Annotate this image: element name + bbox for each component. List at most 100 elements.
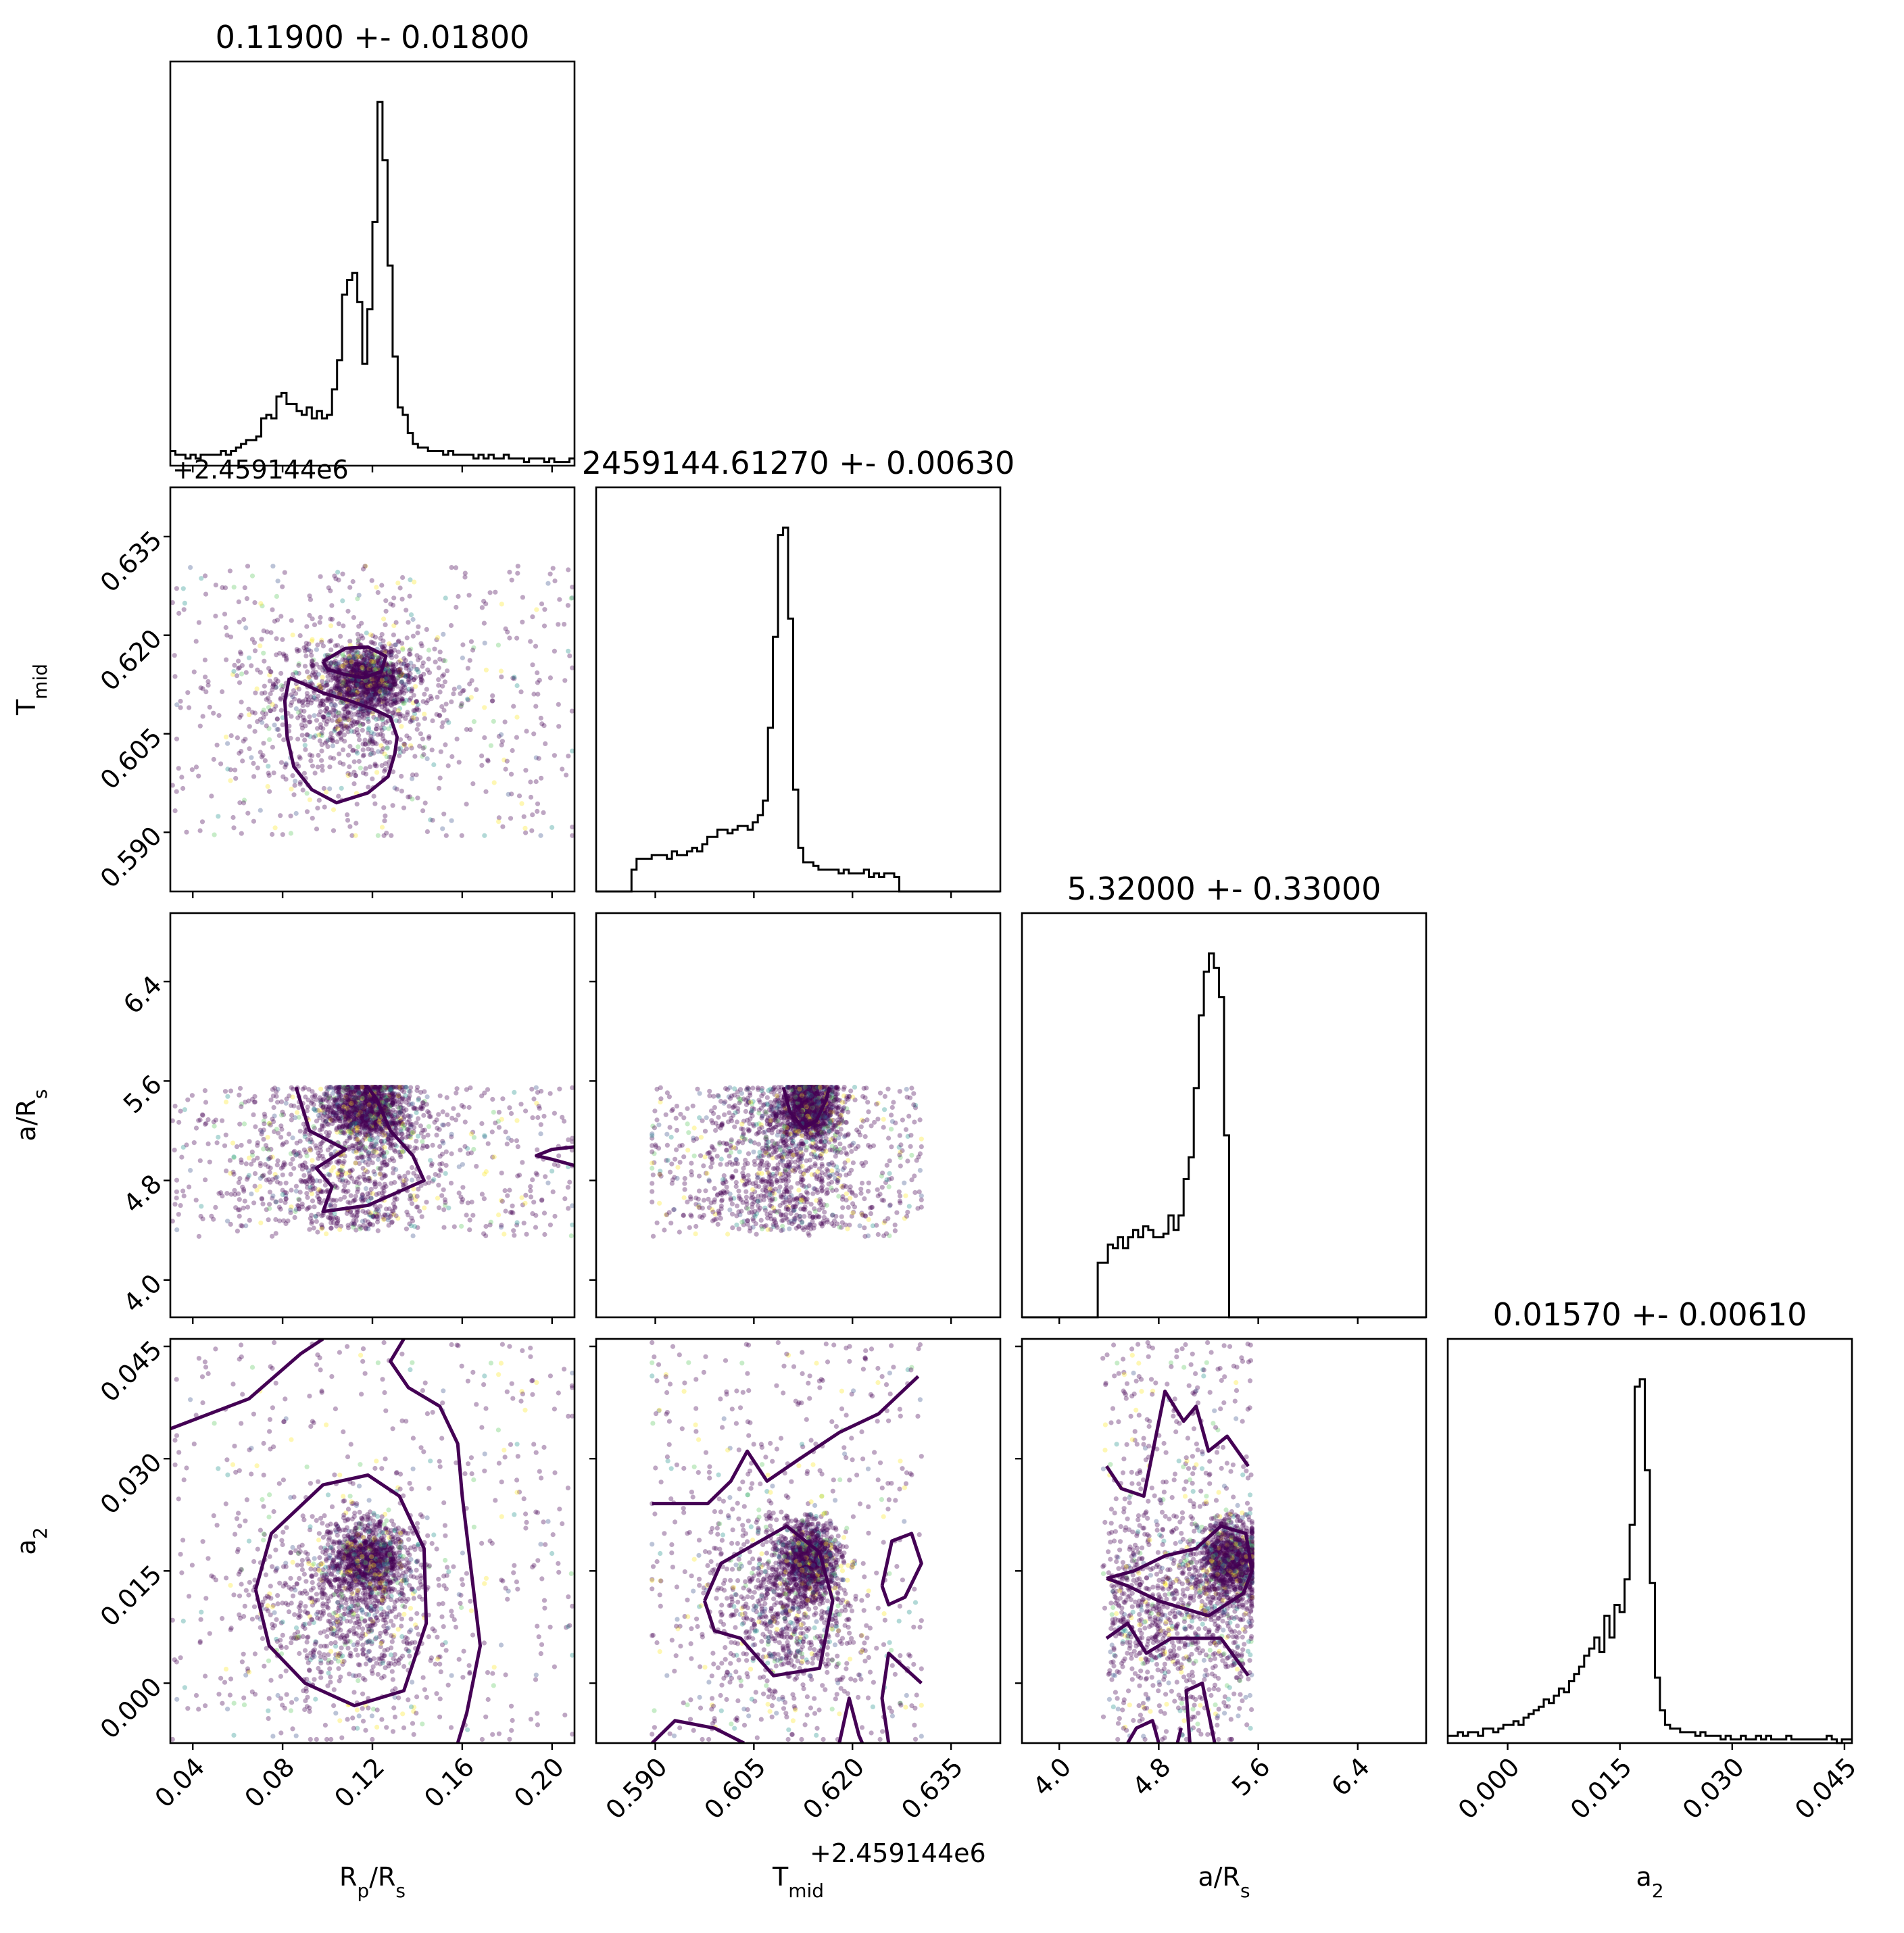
scatter-point	[374, 1121, 379, 1127]
scatter-point	[370, 1110, 376, 1115]
scatter-point	[364, 1112, 370, 1117]
scatter-point	[370, 1144, 376, 1149]
scatter-point	[178, 1203, 183, 1208]
scatter-point	[352, 686, 358, 691]
scatter-point	[464, 727, 470, 732]
scatter-point	[262, 1111, 267, 1117]
scatter-point	[249, 573, 255, 579]
scatter-point	[364, 1123, 369, 1128]
scatter-point	[351, 655, 358, 660]
scatter-point	[312, 1094, 318, 1099]
scatter-point	[389, 1220, 395, 1225]
scatter-point	[359, 620, 364, 626]
scatter-point	[385, 1140, 391, 1145]
scatter-point	[339, 664, 344, 669]
scatter-point	[658, 1173, 664, 1179]
scatter-point	[348, 1122, 353, 1127]
scatter-point	[390, 675, 395, 681]
scatter-point	[213, 1204, 218, 1210]
scatter-point	[383, 761, 389, 766]
scatter-point	[550, 566, 556, 571]
scatter-point	[408, 1089, 413, 1094]
scatter-point	[326, 696, 331, 702]
scatter-point	[428, 693, 433, 699]
scatter-point	[382, 702, 387, 708]
scatter-point	[781, 1111, 787, 1117]
scatter-point	[339, 1108, 345, 1113]
scatter-point	[349, 692, 356, 698]
scatter-point	[320, 1113, 326, 1119]
scatter-point	[730, 1105, 735, 1110]
scatter-point	[274, 727, 280, 732]
scatter-point	[449, 1151, 454, 1156]
scatter-point	[382, 1085, 387, 1090]
scatter-point	[345, 651, 351, 656]
scatter-point	[377, 658, 383, 664]
scatter-point	[274, 1179, 280, 1185]
scatter-point	[368, 700, 374, 705]
scatter-point	[401, 1114, 408, 1119]
scatter-point	[347, 1118, 352, 1123]
scatter-point	[404, 662, 410, 668]
scatter-point	[193, 1198, 199, 1203]
scatter-point	[275, 1087, 280, 1092]
scatter-point	[431, 762, 437, 768]
scatter-point	[341, 1158, 347, 1164]
scatter-point	[364, 1117, 369, 1122]
scatter-point	[362, 1112, 368, 1118]
scatter-point	[483, 789, 489, 794]
scatter-point	[383, 703, 388, 708]
title-rp: 0.11900 +- 0.01800	[216, 19, 530, 55]
scatter-point	[368, 1099, 374, 1104]
scatter-point	[310, 816, 315, 821]
scatter-point	[354, 682, 360, 687]
scatter-point	[380, 1215, 386, 1220]
scatter-point	[241, 616, 247, 622]
scatter-point	[416, 669, 421, 675]
scatter-point	[391, 1107, 396, 1112]
scatter-point	[351, 748, 356, 753]
scatter-point	[368, 1133, 374, 1138]
scatter-point	[375, 1089, 381, 1094]
scatter-point	[357, 668, 363, 674]
scatter-point	[395, 639, 401, 645]
scatter-point	[184, 1142, 189, 1148]
scatter-point	[433, 659, 438, 665]
scatter-point	[503, 626, 508, 632]
scatter-point	[512, 675, 517, 680]
scatter-point	[360, 1105, 366, 1110]
scatter-point	[362, 693, 368, 698]
scatter-point	[399, 1121, 405, 1127]
scatter-point	[370, 640, 375, 645]
scatter-point	[268, 708, 273, 714]
scatter-point	[374, 1192, 379, 1197]
scatter-point	[349, 693, 355, 698]
scatter-point	[344, 1096, 349, 1102]
scatter-point	[352, 654, 358, 659]
scatter-point	[512, 676, 517, 681]
scatter-point	[482, 1090, 487, 1096]
scatter-point	[426, 1124, 432, 1129]
scatter-point	[387, 681, 393, 687]
scatter-point	[288, 831, 293, 836]
scatter-point	[372, 682, 377, 687]
scatter-point	[381, 679, 387, 684]
scatter-point	[388, 643, 394, 649]
scatter-point	[345, 692, 350, 698]
scatter-point	[280, 774, 286, 779]
scatter-point	[339, 1173, 344, 1178]
scatter-point	[465, 666, 471, 671]
scatter-point	[339, 1164, 345, 1169]
scatter-point	[345, 1223, 351, 1228]
scatter-point	[249, 1161, 254, 1167]
scatter-point	[312, 1106, 317, 1112]
scatter-point	[565, 603, 571, 608]
scatter-point	[372, 1181, 378, 1186]
scatter-point	[333, 675, 339, 681]
scatter-point	[354, 1121, 360, 1126]
scatter-point	[303, 723, 308, 729]
scatter-point	[349, 1123, 354, 1128]
scatter-point	[392, 1095, 397, 1100]
scatter-point	[288, 735, 293, 741]
scatter-point	[345, 684, 351, 689]
